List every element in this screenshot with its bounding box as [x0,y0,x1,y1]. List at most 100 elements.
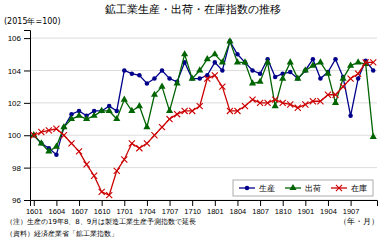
x-tick-label: 1807 [252,207,269,216]
point [167,116,173,122]
point [234,58,241,64]
point [363,59,369,65]
point [196,66,203,72]
x-tick-label: 1701 [116,207,133,216]
point [91,173,97,179]
x-tick-label: 1904 [320,207,337,216]
x-tick: 1704 [139,200,156,216]
point [317,58,324,64]
x-label: （年・月） [339,217,379,226]
point [325,92,331,98]
point [310,98,316,104]
point [53,142,60,148]
point [226,37,233,43]
x-tick-label: 1907 [343,207,360,216]
point [279,74,286,80]
point [68,115,75,121]
x-tick-label: 1704 [139,207,156,216]
x-tick-mark [260,200,261,206]
grid-line [30,38,377,39]
point [333,57,338,62]
point [143,123,150,129]
x-tick-label: 1607 [71,207,88,216]
point [158,83,165,89]
x-tick: 1604 [49,200,66,216]
x-tick-label: 1804 [230,207,247,216]
point [152,76,157,81]
x-tick-mark [215,200,216,206]
x-tick-mark [102,200,103,206]
y-tick: 104 [8,67,30,76]
x-tick: 1810 [275,200,292,216]
point [265,100,271,106]
x-tick-mark [147,200,148,206]
x-tick-mark [192,200,193,206]
point [144,140,150,146]
point [318,76,323,81]
point [181,50,188,56]
x-tick: 1807 [252,200,269,216]
point [137,73,142,78]
x-axis-line [31,201,378,207]
point [348,76,354,82]
point [204,76,210,82]
point [212,72,218,78]
x-tick: 1907 [343,200,360,216]
point [241,58,248,64]
point [114,168,120,174]
series-points [30,37,377,153]
point [174,79,181,85]
y-tick: 98 [12,164,30,173]
point [332,99,339,105]
series-points [31,59,377,198]
point [31,132,37,138]
x-tick-mark [79,200,80,206]
series-line [34,62,373,195]
y-tick: 102 [8,99,30,108]
point [113,115,120,121]
point [264,58,271,64]
y-tick: 106 [8,34,30,43]
point [98,107,105,113]
point [83,115,90,121]
legend-label: 生産 [259,184,275,193]
point [61,132,67,138]
point [257,78,264,84]
point [128,107,135,113]
point [46,127,52,133]
point [227,108,233,114]
x-axis: 1601160416071610170117041707171018011804… [26,200,378,216]
x-tick-mark [34,200,35,206]
point [288,70,293,75]
point [355,58,362,64]
point [60,123,67,129]
y-axis-line [24,31,31,201]
y-tick-mark [24,38,30,39]
point [235,52,240,57]
point [287,58,294,64]
plot-area [30,37,377,198]
y-tick: 100 [8,131,30,140]
point [76,148,82,154]
x-tick-label: 1610 [94,207,111,216]
x-tick: 1701 [116,200,133,216]
x-tick-mark [237,200,238,206]
point [302,66,309,72]
point [370,133,377,139]
point [294,74,301,80]
point [332,92,338,98]
grid-line [30,135,377,136]
point [295,105,301,111]
legend-label: 在庫 [351,184,367,193]
point [45,147,52,153]
x-tick: 1710 [184,200,201,216]
point [54,152,59,157]
x-tick: 1804 [230,200,247,216]
point [219,58,226,64]
point [38,129,44,135]
series-line [34,41,373,151]
point [204,55,211,61]
point [234,108,240,114]
y-tick-label: 106 [8,34,22,43]
x-tick: 1801 [207,200,224,216]
